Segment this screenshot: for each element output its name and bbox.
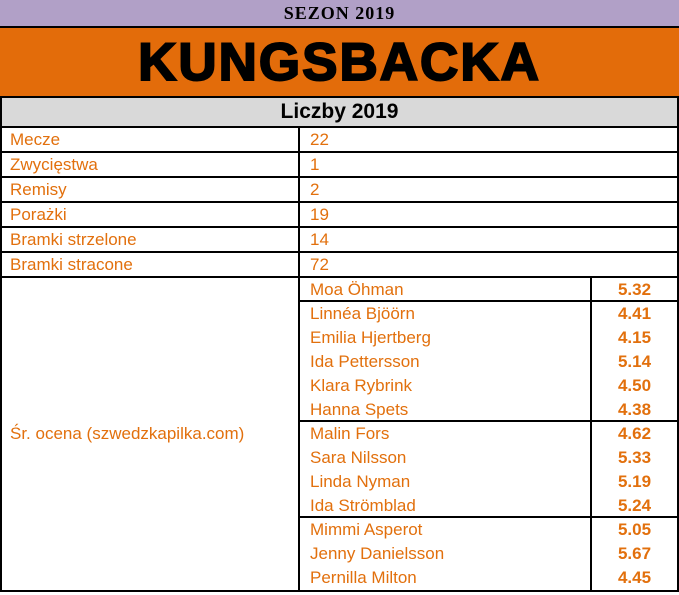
table-row: Linnéa Bjöörn 4.41	[300, 302, 677, 326]
table-row: Mecze 22	[2, 128, 677, 153]
player-name: Pernilla Milton	[310, 568, 417, 587]
player-name: Ida Pettersson	[310, 352, 420, 371]
player-name: Sara Nilsson	[310, 448, 407, 467]
team-name: KUNGSBACKA	[137, 32, 541, 92]
player-rating: 5.14	[590, 350, 677, 374]
stat-label: Remisy	[2, 178, 300, 201]
player-group-4: Mimmi Asperot 5.05 Jenny Danielsson 5.67…	[300, 518, 677, 590]
player-rating: 5.32	[590, 278, 677, 300]
player-name: Malin Fors	[310, 424, 390, 443]
table-row: Pernilla Milton 4.45	[300, 566, 677, 590]
table-row: Malin Fors 4.62	[300, 422, 677, 446]
player-name: Linda Nyman	[310, 472, 411, 491]
stat-value: 2	[310, 180, 320, 199]
player-rating: 4.15	[590, 326, 677, 350]
table-row: Emilia Hjertberg 4.15	[300, 326, 677, 350]
player-name: Emilia Hjertberg	[310, 328, 431, 347]
table-row: Bramki strzelone 14	[2, 228, 677, 253]
player-name: Jenny Danielsson	[310, 544, 445, 563]
table-row: Hanna Spets 4.38	[300, 398, 677, 420]
stat-value: 22	[310, 130, 329, 149]
stat-label: Bramki strzelone	[2, 228, 300, 251]
table-row: Ida Pettersson 5.14	[300, 350, 677, 374]
player-rating: 4.38	[590, 398, 677, 420]
player-name: Mimmi Asperot	[310, 520, 423, 539]
season-title: SEZON 2019	[283, 2, 396, 23]
player-name: Ida Strömblad	[310, 496, 416, 515]
player-rating: 4.45	[590, 566, 677, 590]
stat-label: Bramki stracone	[2, 253, 300, 276]
table-row: Remisy 2	[2, 178, 677, 203]
player-rating: 5.05	[590, 518, 677, 542]
stat-value: 19	[310, 205, 329, 224]
table-row: Ida Strömblad 5.24	[300, 494, 677, 516]
table-row: Sara Nilsson 5.33	[300, 446, 677, 470]
player-rating: 5.33	[590, 446, 677, 470]
stat-label: Zwycięstwa	[2, 153, 300, 176]
player-group-3: Malin Fors 4.62 Sara Nilsson 5.33 Linda …	[300, 422, 677, 518]
table-row: Klara Rybrink 4.50	[300, 374, 677, 398]
player-rating: 5.24	[590, 494, 677, 516]
stat-value: 72	[310, 255, 329, 274]
player-rating: 5.19	[590, 470, 677, 494]
player-ratings-table: Moa Öhman 5.32 Linnéa Bjöörn 4.41 Emilia…	[300, 278, 677, 590]
stat-label: Porażki	[2, 203, 300, 226]
stat-label: Mecze	[2, 128, 300, 151]
player-rating: 5.67	[590, 542, 677, 566]
ratings-label: Śr. ocena (szwedzkapilka.com)	[2, 278, 300, 590]
player-rating: 4.62	[590, 422, 677, 446]
player-group-goalkeeper: Moa Öhman 5.32	[300, 278, 677, 302]
table-row: Jenny Danielsson 5.67	[300, 542, 677, 566]
section-title: Liczby 2019	[280, 100, 399, 123]
player-rating: 4.41	[590, 302, 677, 326]
player-name: Klara Rybrink	[310, 376, 413, 395]
table-row: Porażki 19	[2, 203, 677, 228]
stat-value: 14	[310, 230, 329, 249]
player-name: Hanna Spets	[310, 400, 409, 419]
season-bar: SEZON 2019	[0, 0, 679, 28]
table-row: Moa Öhman 5.32	[300, 278, 677, 300]
ratings-section: Śr. ocena (szwedzkapilka.com) Moa Öhman …	[0, 278, 679, 592]
player-name: Linnéa Bjöörn	[310, 304, 415, 323]
section-header: Liczby 2019	[0, 98, 679, 128]
stat-value: 1	[310, 155, 320, 174]
team-banner: KUNGSBACKA	[0, 28, 679, 98]
stats-table: Mecze 22 Zwycięstwa 1 Remisy 2 Porażki 1…	[0, 128, 679, 278]
player-rating: 4.50	[590, 374, 677, 398]
player-group-2: Linnéa Bjöörn 4.41 Emilia Hjertberg 4.15…	[300, 302, 677, 422]
table-row: Linda Nyman 5.19	[300, 470, 677, 494]
table-row: Bramki stracone 72	[2, 253, 677, 278]
table-row: Mimmi Asperot 5.05	[300, 518, 677, 542]
table-row: Zwycięstwa 1	[2, 153, 677, 178]
player-name: Moa Öhman	[310, 280, 404, 299]
